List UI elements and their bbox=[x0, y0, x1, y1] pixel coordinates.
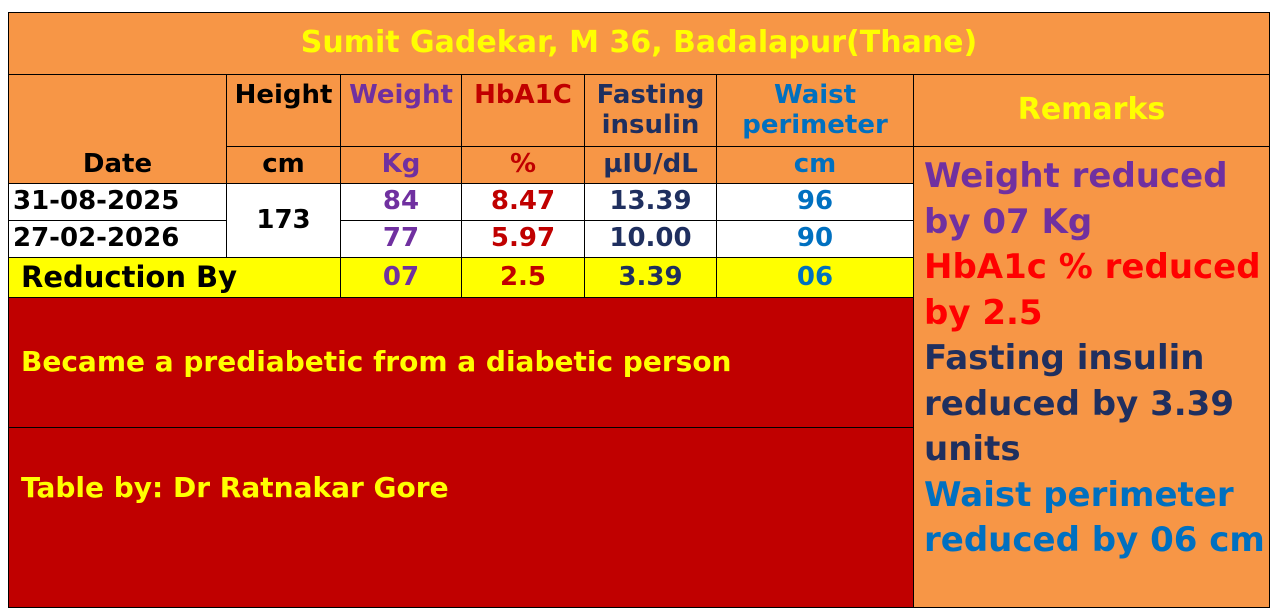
header-remarks: Remarks bbox=[913, 74, 1270, 147]
remark-insulin: Fasting insulin reduced by 3.39 units bbox=[924, 338, 1234, 469]
remark-waist: Waist perimeter reduced by 06 cm bbox=[924, 474, 1265, 561]
reduction-waist: 06 bbox=[716, 257, 914, 298]
credit: Table by: Dr Ratnakar Gore bbox=[8, 427, 914, 608]
reduction-weight: 07 bbox=[340, 257, 462, 298]
header-date: Date bbox=[8, 146, 227, 184]
header-date-blank bbox=[8, 74, 227, 147]
remarks-text: Weight reduced by 07 Kg HbA1c % reduced … bbox=[924, 154, 1269, 564]
row2-hba1c: 5.97 bbox=[461, 220, 585, 258]
unit-hba1c: % bbox=[461, 146, 585, 184]
row1-weight: 84 bbox=[340, 183, 462, 221]
remark-hba1c: HbA1c % reduced by 2.5 bbox=[924, 247, 1261, 333]
row1-waist: 96 bbox=[716, 183, 914, 221]
remark-weight: Weight reduced by 07 Kg bbox=[924, 156, 1228, 242]
reduction-hba1c: 2.5 bbox=[461, 257, 585, 298]
unit-weight: Kg bbox=[340, 146, 462, 184]
row2-insulin: 10.00 bbox=[584, 220, 717, 258]
header-weight: Weight bbox=[340, 74, 462, 147]
row1-insulin: 13.39 bbox=[584, 183, 717, 221]
note: Became a prediabetic from a diabetic per… bbox=[8, 297, 914, 428]
header-hba1c: HbA1C bbox=[461, 74, 585, 147]
title: Sumit Gadekar, M 36, Badalapur(Thane) bbox=[8, 12, 1270, 75]
reduction-insulin: 3.39 bbox=[584, 257, 717, 298]
header-insulin: Fasting insulin bbox=[584, 74, 717, 147]
unit-insulin: µIU/dL bbox=[584, 146, 717, 184]
header-height: Height bbox=[226, 74, 341, 147]
row2-waist: 90 bbox=[716, 220, 914, 258]
height-value: 173 bbox=[226, 183, 341, 258]
unit-height: cm bbox=[226, 146, 341, 184]
row1-hba1c: 8.47 bbox=[461, 183, 585, 221]
row2-date: 27-02-2026 bbox=[8, 220, 227, 258]
row2-weight: 77 bbox=[340, 220, 462, 258]
row1-date: 31-08-2025 bbox=[8, 183, 227, 221]
header-waist: Waist perimeter bbox=[716, 74, 914, 147]
unit-waist: cm bbox=[716, 146, 914, 184]
remarks-panel bbox=[913, 146, 1270, 608]
reduction-label: Reduction By bbox=[8, 257, 341, 298]
